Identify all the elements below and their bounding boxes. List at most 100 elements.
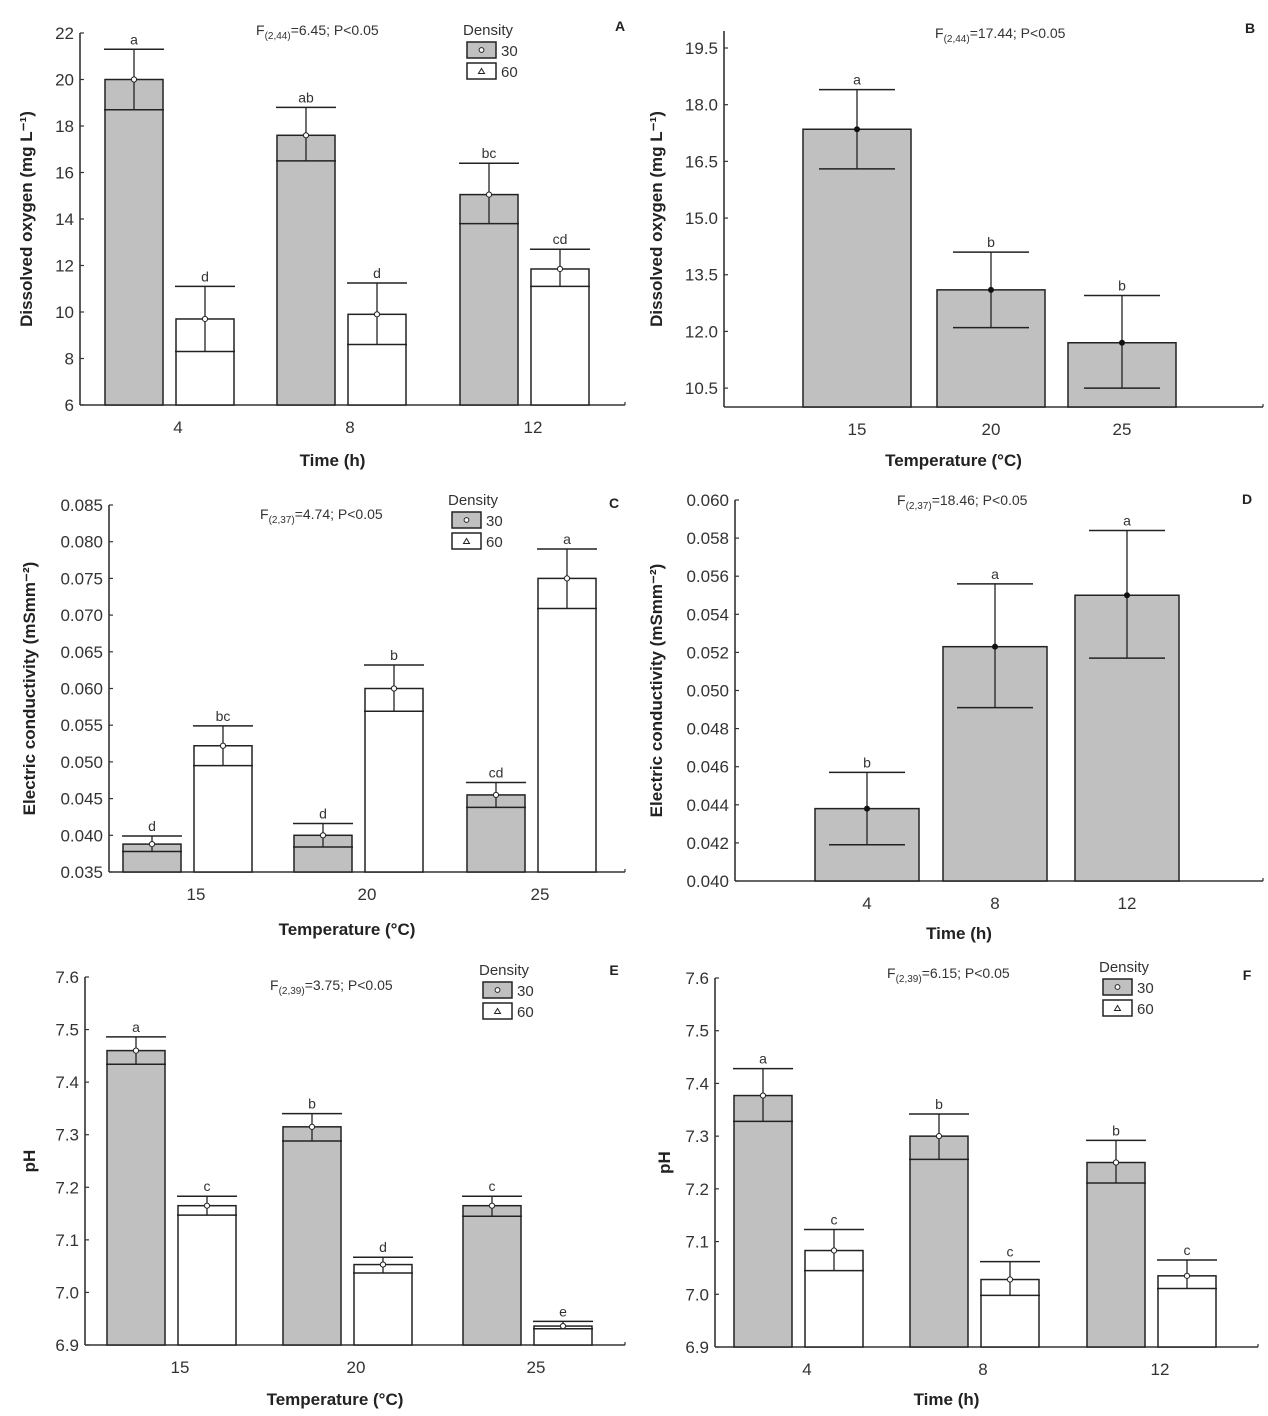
y-tick-label: 7.4 [685,1074,709,1093]
y-tick-label: 0.056 [686,567,729,586]
panel-a: 6 8 10 12 14 16 18 20 22 4 8 12 Time (h) Dissolved ox… [17,18,626,470]
stat-prefix: F [270,977,279,993]
x-tick-label: 12 [1118,894,1137,913]
stat-prefix: F [935,25,944,41]
significance-letter: a [132,1019,140,1035]
y-tick-label: 0.035 [60,863,103,882]
stat-prefix: F [256,22,265,38]
y-tick-label: 10 [55,303,74,322]
y-tick-label: 7.6 [55,968,79,987]
panel-b: 10.5 12.0 13.5 15.0 16.5 18.0 19.5 15 20 25 Temper… [647,20,1264,470]
bar-density-60 [530,268,590,406]
stat-annotation: F(2,39)=6.15; P<0.05 [887,965,1010,985]
x-tick-label: 25 [1113,420,1132,439]
y-tick-label: 18 [55,117,74,136]
x-tick-label: 20 [982,420,1001,439]
significance-letter: a [853,72,861,88]
stat-value: =4.74; P<0.05 [295,506,383,522]
y-tick-label: 0.048 [686,720,729,739]
panel-letter: E [609,962,618,978]
x-tick-label: 20 [358,885,377,904]
y-tick-label: 7.1 [685,1233,709,1252]
y-tick-label: 7.2 [55,1178,79,1197]
x-tick-label: 4 [173,418,182,437]
significance-letter: c [1007,1244,1014,1260]
y-tick-label: 22 [55,24,74,43]
y-axis-title: pH [655,1151,674,1174]
mean-point [492,791,500,799]
y-tick-label: 0.058 [686,529,729,548]
panel-letter: C [609,495,619,511]
stat-subscript: (2,37) [906,501,932,512]
y-tick-label: 0.065 [60,643,103,662]
mean-point [390,685,398,692]
triangle-marker-icon [462,537,471,544]
triangle-marker-icon [477,67,486,74]
significance-letter: c [1184,1242,1191,1258]
x-tick-label: 15 [848,420,867,439]
legend-title: Density [1099,959,1150,976]
y-tick-label: 7.3 [685,1127,709,1146]
x-axis-title: Temperature (°C) [885,451,1022,470]
significance-letter: b [308,1096,316,1112]
legend: Density 30 60 [448,492,503,551]
legend: Density 30 60 [463,22,518,81]
mean-point [992,643,998,650]
significance-letter: d [201,268,209,284]
y-tick-label: 0.070 [60,606,103,625]
y-tick-label: 7.0 [55,1283,79,1302]
x-tick-label: 4 [802,1360,811,1379]
y-tick-label: 7.0 [685,1285,709,1304]
y-tick-label: 15.0 [685,209,718,228]
legend-label: 30 [517,983,534,1000]
bar-density-60 [353,1263,413,1346]
mean-point [203,1202,211,1209]
y-tick-label: 13.5 [685,266,718,285]
mean-point [1124,592,1130,599]
stat-subscript: (2,44) [265,31,291,42]
y-tick-label: 0.045 [60,790,103,809]
bar-mean [802,128,912,408]
stat-subscript: (2,44) [944,34,970,45]
legend-label: 60 [1137,1001,1154,1018]
circle-marker-icon [463,517,470,523]
significance-letter: c [831,1211,838,1227]
x-tick-label: 15 [187,885,206,904]
x-tick-label: 8 [978,1360,987,1379]
significance-letter: a [991,566,999,582]
significance-letter: a [1123,512,1131,528]
stat-annotation: F(2,44)=17.44; P<0.05 [935,25,1066,45]
significance-letter: cd [489,764,504,780]
panel-c: 0.035 0.040 0.045 0.050 0.055 0.060 0.065 0.070… [20,492,626,939]
significance-letter: b [863,754,871,770]
triangle-marker-icon [493,1007,502,1014]
y-tick-label: 19.5 [685,39,718,58]
y-tick-label: 0.042 [686,834,729,853]
legend-label: 60 [517,1004,534,1021]
circle-marker-icon [478,47,485,53]
y-tick-label: 0.044 [686,796,729,815]
significance-letter: b [935,1096,943,1112]
y-tick-label: 0.075 [60,569,103,588]
bar-density-30 [106,1049,166,1346]
panel-letter: D [1242,491,1252,507]
significance-letter: bc [482,145,497,161]
mean-point [1112,1159,1120,1166]
bar-density-30 [462,1204,522,1346]
legend-label: 60 [486,534,503,551]
y-tick-label: 7.1 [55,1231,79,1250]
stat-value: =17.44; P<0.05 [970,25,1066,41]
panel-d: 0.040 0.042 0.044 0.046 0.048 0.050 0.052 0.054… [647,491,1264,943]
bar-density-30 [909,1135,969,1348]
circle-marker-icon [494,987,501,993]
mean-point [559,1322,567,1330]
stat-subscript: (2,37) [269,515,295,526]
y-tick-label: 12.0 [685,322,718,341]
x-axis-title: Time (h) [300,451,366,470]
triangle-marker-icon [1113,1004,1122,1011]
panel-letter: F [1243,967,1252,983]
stat-annotation: F(2,37)=4.74; P<0.05 [260,506,383,526]
y-tick-label: 8 [65,350,74,369]
mean-point [132,1047,140,1054]
y-tick-label: 6.9 [55,1336,79,1355]
